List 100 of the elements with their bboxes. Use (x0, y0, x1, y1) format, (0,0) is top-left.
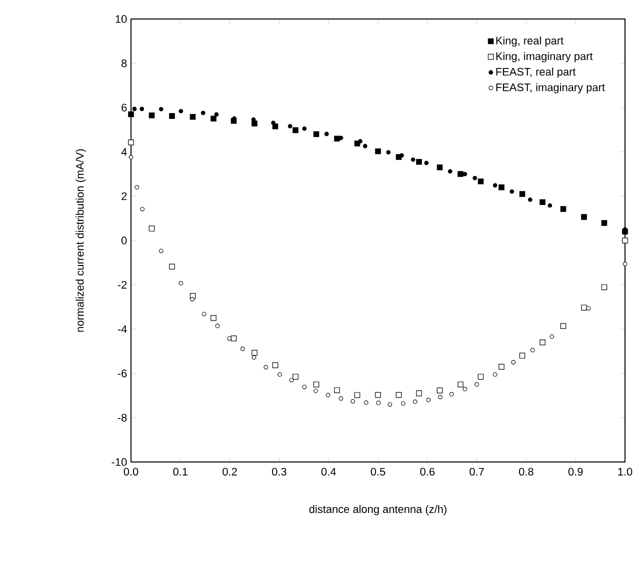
point (128, 111, 134, 118)
point (326, 392, 330, 398)
point (169, 113, 175, 119)
point (540, 199, 546, 206)
y-tick-label: 6 (122, 104, 127, 112)
point (158, 106, 164, 112)
point (478, 374, 484, 380)
point (548, 203, 552, 208)
x-tick-label: 0.0 (124, 468, 138, 476)
x-axis-title: distance along antenna (z/h) (309, 505, 446, 516)
point (158, 248, 164, 254)
point (278, 372, 282, 377)
point (376, 400, 381, 406)
point (169, 264, 175, 270)
point (401, 401, 406, 406)
point (272, 362, 278, 368)
point (210, 116, 216, 122)
point (134, 185, 140, 190)
point (190, 114, 196, 120)
point (586, 306, 591, 310)
point (519, 352, 526, 359)
point (128, 155, 134, 160)
y-tick-label: -6 (118, 370, 127, 378)
point (215, 324, 220, 328)
x-tick-label: 0.9 (568, 468, 583, 476)
x-tick-label: 0.4 (321, 468, 336, 476)
point (313, 382, 320, 388)
point (622, 238, 628, 244)
point (364, 400, 368, 405)
legend-label: King, imaginary part (496, 52, 593, 62)
point (472, 176, 478, 180)
point (478, 178, 484, 184)
y-axis-title: normalized current distribution (mA/V) (76, 149, 86, 332)
point (148, 226, 155, 232)
point (550, 334, 554, 339)
y-tick-label: 2 (122, 192, 127, 200)
point (190, 296, 194, 302)
point (210, 315, 216, 321)
point (314, 388, 318, 394)
point (449, 392, 454, 396)
point (288, 124, 292, 128)
point (601, 284, 608, 290)
point (324, 132, 329, 136)
point (540, 339, 546, 346)
legend-label: King, real part (496, 36, 564, 47)
x-tick-label: 0.3 (272, 468, 286, 476)
point (302, 384, 307, 390)
point (362, 144, 368, 148)
point (271, 120, 276, 126)
point (178, 281, 184, 286)
point (400, 153, 404, 158)
point (132, 106, 137, 112)
point (424, 160, 429, 166)
point (264, 364, 268, 370)
x-tick-label: 1.0 (618, 468, 632, 476)
point (140, 106, 144, 112)
point (240, 346, 245, 351)
point (302, 126, 307, 131)
point (622, 262, 628, 266)
x-tick-label: 0.1 (173, 468, 188, 476)
point (214, 112, 219, 117)
point (252, 120, 258, 126)
point (492, 183, 498, 188)
point (601, 220, 608, 226)
x-tick-label: 0.6 (420, 468, 435, 476)
x-tick-label: 0.5 (370, 468, 386, 476)
point (230, 335, 237, 342)
point (581, 304, 587, 310)
point (436, 388, 443, 394)
point (252, 350, 258, 356)
point (511, 360, 516, 365)
x-tick-label: 0.2 (222, 468, 237, 476)
point (128, 139, 134, 146)
legend-label: FEAST, real part (496, 68, 576, 78)
point (438, 394, 442, 400)
point (530, 348, 535, 352)
point (354, 392, 360, 398)
point (474, 382, 480, 387)
point (528, 198, 532, 202)
point (334, 387, 340, 394)
point (140, 206, 145, 212)
point (386, 150, 391, 155)
point (560, 206, 566, 212)
y-tick-label: -4 (118, 325, 127, 333)
x-tick-label: 0.7 (470, 468, 484, 476)
y-tick-label: 4 (121, 148, 127, 156)
y-tick-label: 10 (116, 15, 127, 23)
point (458, 171, 464, 177)
y-tick-label: -2 (118, 280, 127, 289)
point (416, 390, 422, 396)
point (375, 392, 381, 398)
point (448, 169, 452, 174)
point (202, 312, 206, 316)
point (358, 139, 362, 144)
point (292, 374, 298, 380)
point (458, 382, 464, 388)
point (148, 112, 155, 118)
point (334, 136, 340, 142)
point (498, 184, 504, 190)
y-tick-label: 8 (122, 59, 127, 68)
